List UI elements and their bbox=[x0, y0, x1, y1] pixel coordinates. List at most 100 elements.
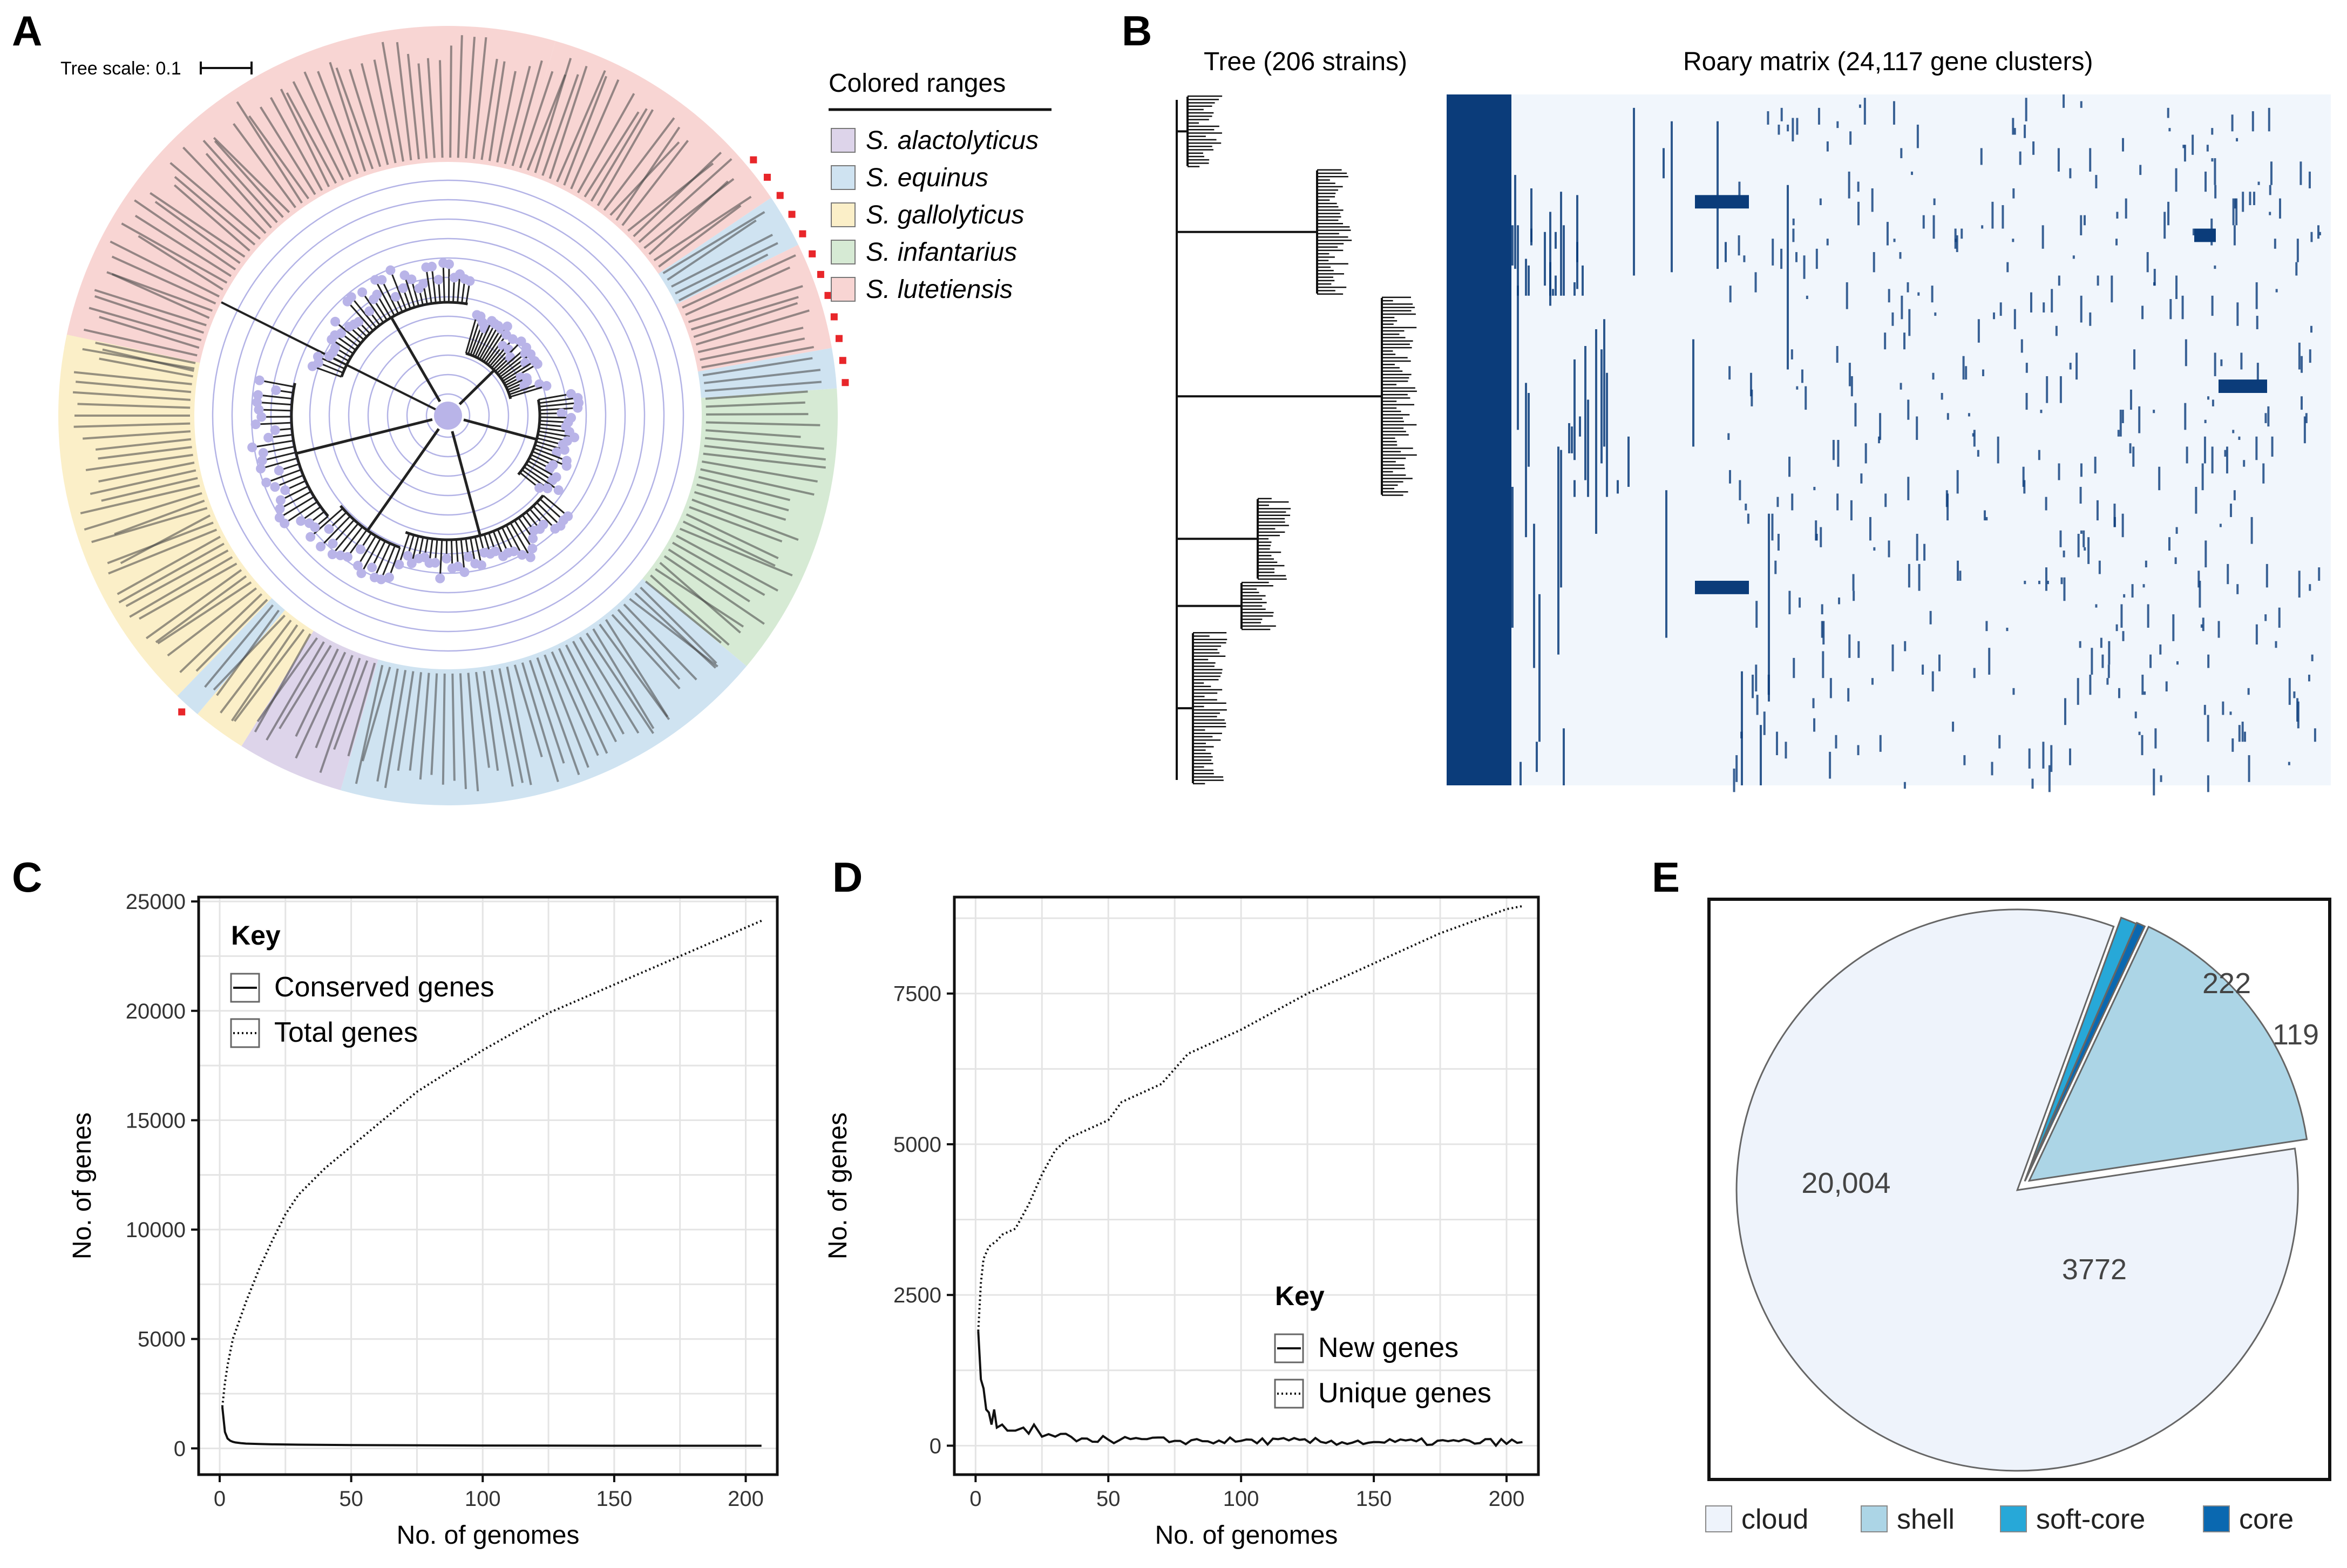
gene-presence bbox=[1846, 282, 1848, 309]
gene-presence bbox=[1977, 450, 1979, 457]
gene-presence bbox=[1993, 312, 1996, 320]
strain-label bbox=[195, 599, 268, 672]
gene-presence bbox=[2308, 674, 2310, 682]
pie-value-label-cloud: 20,004 bbox=[1801, 1167, 1890, 1199]
gene-presence bbox=[2309, 349, 2311, 363]
gene-presence bbox=[1788, 457, 1791, 477]
strain-label bbox=[648, 180, 729, 255]
gene-presence bbox=[1555, 232, 1557, 249]
legend-label-4: S. lutetiensis bbox=[866, 275, 1013, 304]
gene-presence bbox=[1728, 470, 1731, 484]
colored-range-5 bbox=[642, 388, 838, 667]
gene-presence bbox=[1778, 124, 1780, 135]
gene-presence bbox=[1820, 527, 1822, 547]
tip-marker bbox=[479, 547, 490, 558]
tip-branch bbox=[357, 535, 377, 566]
strain-label bbox=[426, 58, 436, 158]
gene-presence bbox=[2192, 228, 2195, 235]
tip-branch bbox=[527, 460, 557, 478]
gene-presence bbox=[1633, 107, 1635, 276]
strain-label bbox=[682, 254, 796, 309]
gene-presence bbox=[2121, 410, 2124, 423]
gene-presence bbox=[1733, 768, 1735, 792]
gene-presence bbox=[1749, 372, 1752, 397]
highlight-marker bbox=[178, 708, 186, 716]
gene-presence bbox=[1963, 755, 1966, 765]
tip-marker bbox=[254, 375, 264, 385]
strain-label bbox=[381, 42, 404, 162]
gene-presence bbox=[1998, 735, 2001, 749]
strain-label bbox=[179, 593, 263, 674]
strain-label bbox=[129, 556, 233, 618]
gene-presence bbox=[1571, 426, 1573, 453]
gene-presence bbox=[1977, 319, 1980, 343]
gene-presence bbox=[2077, 678, 2079, 705]
strain-label bbox=[465, 37, 476, 159]
gene-presence bbox=[2041, 225, 2044, 249]
strain-label bbox=[705, 437, 824, 450]
gene-presence bbox=[2132, 446, 2135, 467]
strain-label bbox=[134, 199, 236, 270]
gene-presence bbox=[2111, 275, 2113, 303]
gene-presence bbox=[2203, 436, 2206, 464]
tip-marker bbox=[390, 291, 401, 302]
strain-label bbox=[638, 158, 732, 243]
tip-marker bbox=[357, 287, 368, 297]
gene-presence bbox=[2072, 255, 2075, 259]
gene-presence bbox=[1961, 228, 1963, 239]
gene-presence bbox=[1511, 225, 1514, 266]
tip-marker bbox=[427, 261, 437, 271]
strain-label bbox=[667, 219, 757, 281]
tip-branch bbox=[274, 474, 304, 488]
strain-label bbox=[475, 671, 490, 768]
strain-label bbox=[157, 581, 252, 644]
gene-presence bbox=[2181, 295, 2184, 320]
gene-presence bbox=[1606, 372, 1608, 497]
strain-label bbox=[430, 673, 438, 775]
strain-label bbox=[94, 289, 207, 327]
tip-branch bbox=[539, 416, 572, 419]
gene-presence bbox=[2115, 239, 2118, 246]
strain-label bbox=[577, 93, 635, 194]
y-tick-label: 0 bbox=[930, 1434, 941, 1458]
gene-presence bbox=[1573, 282, 1576, 296]
gene-presence bbox=[2050, 745, 2053, 772]
gene-presence bbox=[2241, 721, 2244, 742]
gene-presence bbox=[2243, 731, 2246, 742]
gene-presence bbox=[2045, 497, 2047, 511]
strain-label bbox=[703, 369, 821, 384]
gene-presence bbox=[2298, 342, 2301, 370]
gene-presence bbox=[2236, 302, 2239, 326]
guide-ring bbox=[406, 374, 490, 458]
clade-stem-3 bbox=[451, 431, 481, 536]
gene-presence bbox=[2045, 567, 2047, 591]
gene-presence bbox=[1780, 248, 1783, 269]
legend-title: Key bbox=[1275, 1281, 1325, 1311]
strain-label bbox=[108, 528, 218, 575]
gene-presence bbox=[2094, 457, 2097, 474]
gene-presence bbox=[1563, 728, 1565, 785]
gene-presence bbox=[2310, 325, 2312, 333]
gene-presence bbox=[2299, 161, 2302, 185]
core-gene-block bbox=[1447, 94, 1511, 785]
y-axis-label: No. of genes bbox=[824, 1112, 852, 1259]
gene-presence bbox=[2314, 728, 2316, 742]
strain-label bbox=[704, 445, 826, 461]
y-tick-label: 10000 bbox=[126, 1218, 186, 1242]
gene-presence bbox=[2141, 306, 2144, 320]
gene-presence bbox=[1517, 286, 1519, 430]
gene-presence bbox=[2134, 711, 2137, 718]
strain-label bbox=[376, 668, 399, 782]
gene-presence bbox=[1886, 222, 1889, 246]
x-axis-label: No. of genomes bbox=[397, 1521, 580, 1550]
strain-label bbox=[174, 176, 256, 246]
strain-label bbox=[214, 140, 284, 218]
tip-marker bbox=[444, 259, 454, 269]
tip-marker bbox=[542, 483, 553, 493]
gene-presence bbox=[2108, 641, 2111, 665]
gene-presence bbox=[1552, 289, 1554, 296]
strain-label bbox=[686, 513, 779, 560]
circular-phylogenetic-tree bbox=[221, 258, 584, 585]
gene-presence bbox=[1941, 393, 1943, 400]
gene-presence bbox=[2122, 631, 2125, 641]
